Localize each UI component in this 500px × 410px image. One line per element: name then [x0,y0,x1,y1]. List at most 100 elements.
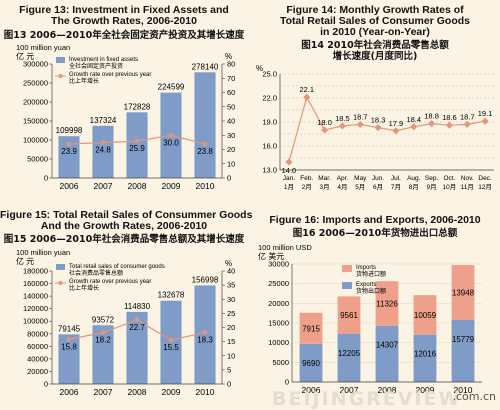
fig16-bar-exports [375,325,399,382]
fig15-y-tick-label: 40000 [27,354,48,363]
fig15-y2-tick-label: 35 [227,281,235,290]
fig13-bar [58,136,80,178]
fig13-x-tick-label: 2009 [162,181,181,191]
fig13-growth-value-label: 24.8 [95,146,111,155]
fig14-x-tick-label: Oct. [443,175,455,182]
fig13-y2-tick-label: 60 [227,88,235,97]
fig16-legend-imports-swatch [342,265,352,272]
fig13-y-tick-label: 150000 [23,117,48,126]
figure-15-title: Figure 15: Total Retail Sales of Consumm… [0,209,253,221]
fig13-y2-tick-label: 70 [227,74,235,83]
fig14-x-tick-label: Sep. [425,175,439,182]
fig15-right-unit: % [225,259,232,268]
fig13-bar [92,125,114,178]
fig15-legend-line-label-zh: 比上年增长 [69,284,99,292]
fig15-y-tick-label: 120000 [23,304,48,313]
fig15-x-tick-label: 2009 [162,387,181,397]
fig14-x-tick-label: Jan. [283,175,295,182]
fig14-x-tick-label: May [354,175,367,182]
fig13-y2-tick-label: 40 [227,117,235,126]
fig15-y-tick-label: 160000 [23,279,48,288]
fig15-y2-tick-label: 20 [227,323,235,332]
fig16-bar-exports [413,334,437,382]
fig16-imports-value-label: 13948 [452,289,475,298]
fig13-y2-tick-label: 0 [227,174,231,183]
fig13-x-tick-label: 2008 [128,181,147,191]
figure-14: Figure 14: Monthly Growth Rates of Total… [250,0,500,200]
fig15-growth-point [100,330,106,335]
fig13-growth-point [134,138,140,144]
figure-13-subtitle: 图13 2006—2010年全社会固定资产投资及其增长速度 [3,30,245,41]
fig15-growth-point [66,337,72,342]
fig16-bar-imports [299,312,323,344]
fig13-left-unit-zh: 亿 元 [16,51,34,61]
fig14-value-label: 18.6 [442,113,457,122]
fig13-x-tick-label: 2007 [94,181,113,191]
figure-16: Figure 16: Imports and Exports, 2006-201… [250,205,500,410]
fig14-point [374,124,382,132]
fig13-y-tick-label: 200000 [23,98,48,107]
fig14-value-label: 17.9 [389,119,404,128]
fig13-growth-point [168,132,174,138]
fig16-legend-exports-label: Exports [356,282,376,288]
fig14-x-tick-label: Jun. [372,175,384,182]
fig16-imports-value-label: 9561 [340,311,358,320]
fig13-bar-value-label: 137324 [90,116,117,125]
fig14-value-label: 18.4 [406,115,421,124]
fig13-bar [194,72,216,178]
fig16-y-tick-label: 10000 [268,338,289,347]
fig16-imports-value-label: 11326 [376,299,398,308]
fig14-x-tick-label-zh: 4月 [337,183,347,191]
figure-14-subtitle-line2: 增长速度(月度同比) [332,51,418,62]
fig13-left-unit-en: 100 million yuan [16,43,70,52]
fig16-x-tick-label: 2008 [378,385,397,395]
fig13-y-tick-label: 250000 [23,79,48,88]
fig14-point [285,158,293,166]
fig13-legend-bar-swatch [56,57,65,63]
fig16-x-tick-label: 2010 [454,385,473,395]
fig16-exports-value-label: 12205 [338,349,361,358]
fig13-y2-tick-label: 30 [227,131,235,140]
fig16-x-tick-label: 2006 [302,385,321,395]
fig15-y-tick-label: 140000 [23,292,48,301]
fig14-y-tick-label: 25.0 [262,70,277,79]
fig14-y-tick-label: 19.0 [262,118,277,127]
fig13-y2-tick-label: 50 [227,102,235,111]
fig15-y2-tick-label: 10 [227,351,235,360]
fig15-legend-bar-label-zh: 社会消费品零售总额 [69,269,123,277]
fig13-y2-tick-label: 80 [227,60,235,69]
fig13-legend-line-label-zh: 比上年增长 [69,77,99,85]
fig14-x-tick-label-zh: 2月 [302,183,312,191]
fig16-exports-value-label: 14307 [376,341,399,350]
figure-15: Figure 15: Total Retail Sales of Consumm… [0,205,253,410]
fig15-bar-value-label: 114830 [124,302,151,311]
fig16-legend-imports-label: Imports [356,265,376,271]
fig16-imports-value-label: 10059 [414,311,437,320]
fig15-x-tick-label: 2007 [94,387,113,397]
fig14-x-tick-label: Aug. [407,175,421,182]
fig15-bar [92,325,114,384]
fig16-bar-exports [451,319,475,382]
fig15-growth-point [168,337,174,343]
fig15-x-tick-label: 2006 [60,387,79,397]
fig13-growth-value-label: 23.8 [197,147,213,156]
fig16-legend-exports-swatch [342,282,352,289]
fig15-bar-value-label: 156998 [192,275,219,284]
fig14-x-tick-label-zh: 7月 [391,183,401,191]
fig15-legend-line-marker [58,281,63,285]
fig15-y2-tick-label: 0 [227,380,231,389]
fig13-bar-value-label: 278140 [192,62,219,71]
fig15-legend-bar-label: Total retail sales of consumer goods [69,264,165,270]
figure-14-title: Figure 14: Monthly Growth Rates of [286,4,464,16]
fig14-value-label: 19.1 [478,109,493,118]
fig14-value-label: 22.1 [299,85,314,94]
fig14-point [321,126,329,134]
fig14-unit: % [256,64,263,73]
fig16-y-tick-label: 0 [285,378,289,387]
fig14-point [338,122,346,130]
fig14-x-tick-label-zh: 8月 [409,183,419,191]
figure-14-subtitle: 图14 2010年社会消费品零售总额 [301,40,449,51]
